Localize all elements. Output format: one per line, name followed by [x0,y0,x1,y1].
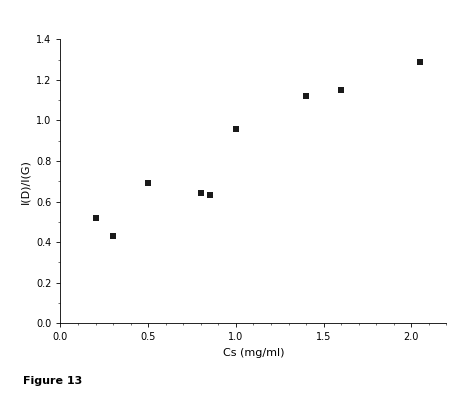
Point [302,93,310,99]
Point [416,59,424,65]
Point [145,180,152,186]
Y-axis label: I(D)/I(G): I(D)/I(G) [20,159,31,204]
Point [232,125,239,132]
Point [206,192,213,199]
Point [92,215,99,221]
X-axis label: Cs (mg/ml): Cs (mg/ml) [223,348,284,358]
Point [197,190,205,197]
Point [109,233,117,239]
Text: Figure 13: Figure 13 [23,376,82,386]
Point [338,87,345,93]
